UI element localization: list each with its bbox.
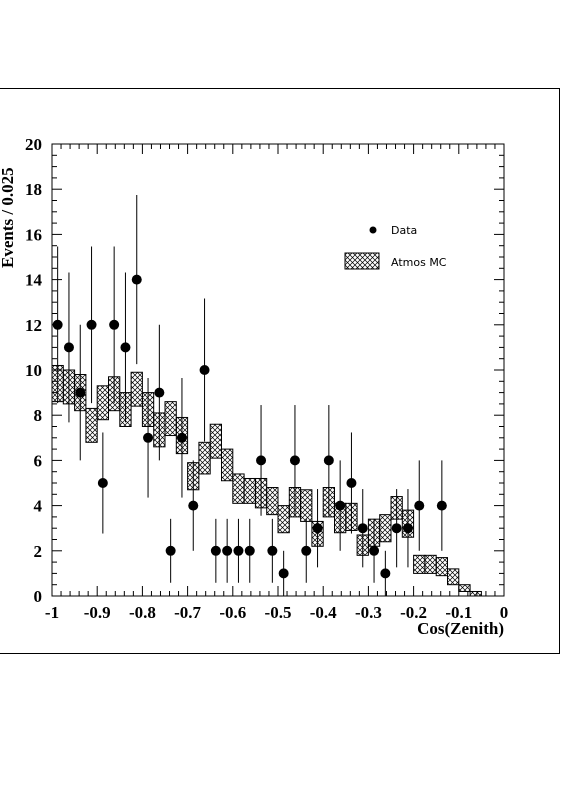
data-point <box>267 545 278 556</box>
data-point <box>256 455 267 466</box>
y-tick-label: 18 <box>25 180 42 199</box>
y-tick-label: 4 <box>34 497 43 516</box>
mc-band-bin <box>209 423 222 459</box>
data-point <box>244 545 255 556</box>
data-point <box>414 500 425 511</box>
data-point <box>63 342 74 353</box>
mc-band-bin <box>232 473 245 504</box>
data-point <box>154 387 165 398</box>
data-point <box>233 545 244 556</box>
legend-mc-swatch <box>344 252 380 270</box>
data-point <box>323 455 334 466</box>
data-point <box>199 365 210 375</box>
mc-band-bin <box>277 505 290 534</box>
data-point <box>380 568 391 579</box>
x-tick-label: -0.8 <box>129 603 156 622</box>
legend-label-mc: Atmos MC <box>391 256 447 269</box>
mc-band-bin <box>458 584 471 592</box>
data-point <box>369 545 380 556</box>
x-tick-label: -1 <box>45 603 59 622</box>
mc-band-bin <box>243 477 256 504</box>
mc-band-bin <box>198 441 211 475</box>
data-point <box>402 523 413 534</box>
mc-band-bin <box>85 407 98 443</box>
y-tick-label: 16 <box>25 225 42 244</box>
data-point <box>289 455 300 466</box>
data-point <box>278 568 289 579</box>
mc-band-bin <box>447 568 460 586</box>
mc-band-bin <box>164 401 177 437</box>
data-point <box>188 500 199 511</box>
y-tick-label: 10 <box>25 361 42 380</box>
data-point <box>86 319 97 330</box>
y-tick-label: 8 <box>34 406 43 425</box>
data-point <box>131 274 142 285</box>
x-tick-label: -0.3 <box>355 603 382 622</box>
y-tick-label: 6 <box>34 451 43 470</box>
data-point <box>391 523 402 534</box>
mc-band-bin <box>130 371 143 407</box>
mc-band-bin <box>221 448 234 482</box>
x-tick-label: -0.4 <box>310 603 337 622</box>
x-tick-label: 0 <box>500 603 509 622</box>
data-points-layer <box>52 195 447 596</box>
y-tick-label: 12 <box>25 316 42 335</box>
mc-band-bin <box>300 489 313 522</box>
x-tick-label: -0.2 <box>400 603 427 622</box>
data-point <box>210 545 221 556</box>
mc-band-bin <box>469 590 482 597</box>
data-point <box>143 432 154 443</box>
mc-band-bin <box>379 514 392 543</box>
data-point <box>176 432 187 443</box>
data-point <box>165 545 176 556</box>
y-tick-label: 2 <box>34 542 43 561</box>
mc-band-bin <box>96 385 109 421</box>
y-tick-label: 14 <box>25 271 43 290</box>
legend-label-data: Data <box>391 224 417 237</box>
data-point <box>120 342 131 353</box>
x-tick-label: -0.9 <box>84 603 111 622</box>
x-tick-labels: -1 -0.9 -0.8 -0.7 -0.6 -0.5 -0.4 -0.3 -0.2 -0.1 0 <box>45 603 508 622</box>
mc-band-bin <box>435 557 449 577</box>
mc-band-bin <box>424 554 437 574</box>
y-tick-label: 20 <box>25 135 42 154</box>
data-point <box>346 478 357 488</box>
data-point <box>335 500 346 511</box>
data-point <box>109 319 120 330</box>
mc-band-bin <box>413 554 426 574</box>
legend-data-marker <box>369 226 377 234</box>
axis-ticks <box>51 143 505 597</box>
data-point <box>97 478 108 488</box>
mc-band-bin <box>266 487 279 516</box>
data-point <box>312 523 323 534</box>
x-tick-label: -0.5 <box>265 603 292 622</box>
legend: Data Atmos MC <box>344 224 447 270</box>
x-tick-label: -0.7 <box>174 603 201 622</box>
x-axis-title: Cos(Zenith) <box>417 619 504 638</box>
y-tick-labels: 0 2 4 6 8 10 12 14 16 18 20 <box>25 135 43 606</box>
y-axis-title: Events / 0.025 <box>0 167 17 268</box>
data-point <box>222 545 233 556</box>
data-point <box>301 545 312 556</box>
x-tick-label: -0.6 <box>219 603 246 622</box>
x-tick-label: -0.1 <box>445 603 472 622</box>
data-point <box>436 500 447 511</box>
figure-frame <box>0 88 560 654</box>
y-tick-label: 0 <box>34 587 43 606</box>
data-point <box>357 523 368 534</box>
data-point <box>75 387 86 398</box>
